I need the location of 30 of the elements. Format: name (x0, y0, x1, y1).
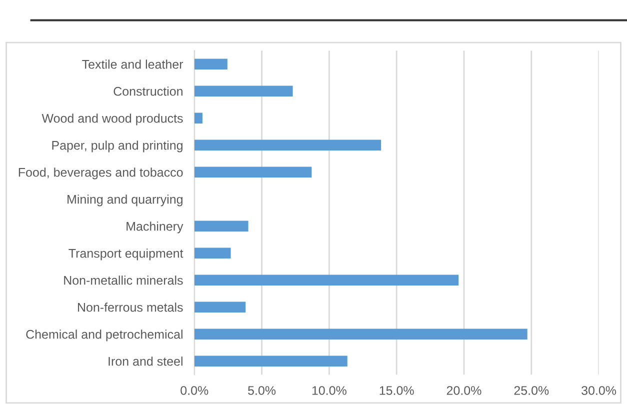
bar (194, 274, 459, 286)
x-tick-label: 5.0% (248, 386, 276, 395)
y-tick-label: Transport equipment (68, 248, 184, 260)
bar (194, 58, 228, 70)
x-tick-label: 0.0% (180, 386, 208, 395)
bar (194, 356, 348, 367)
bar (194, 140, 382, 151)
y-tick-label: Iron and steel (108, 356, 182, 366)
y-tick-label: Wood and wood products (42, 114, 183, 126)
y-tick-label: Textile and leather (82, 60, 184, 69)
x-tick-label: 30.0% (582, 386, 616, 395)
bar (194, 302, 246, 313)
x-tick-label: 20.0% (446, 386, 482, 395)
x-tick-label: 10.0% (312, 386, 346, 395)
y-tick-label: Food, beverages and tobacco (18, 168, 183, 180)
y-tick-label: Machinery (126, 222, 184, 234)
y-tick-label: Construction (114, 86, 182, 96)
x-tick-label: 15.0% (380, 386, 414, 395)
bar (194, 248, 231, 259)
bar (194, 220, 248, 232)
bar (194, 112, 202, 124)
y-tick-label: Chemical and petrochemical (26, 330, 182, 342)
y-tick-label: Mining and quarrying (68, 194, 182, 206)
y-tick-label: Paper, pulp and printing (52, 140, 182, 152)
y-tick-label: Non-ferrous metals (78, 302, 183, 312)
bar (194, 166, 312, 178)
bar (194, 328, 528, 340)
bar (194, 86, 293, 97)
x-tick-label: 25.0% (514, 386, 549, 395)
y-tick-label: Non-metallic minerals (64, 276, 183, 285)
